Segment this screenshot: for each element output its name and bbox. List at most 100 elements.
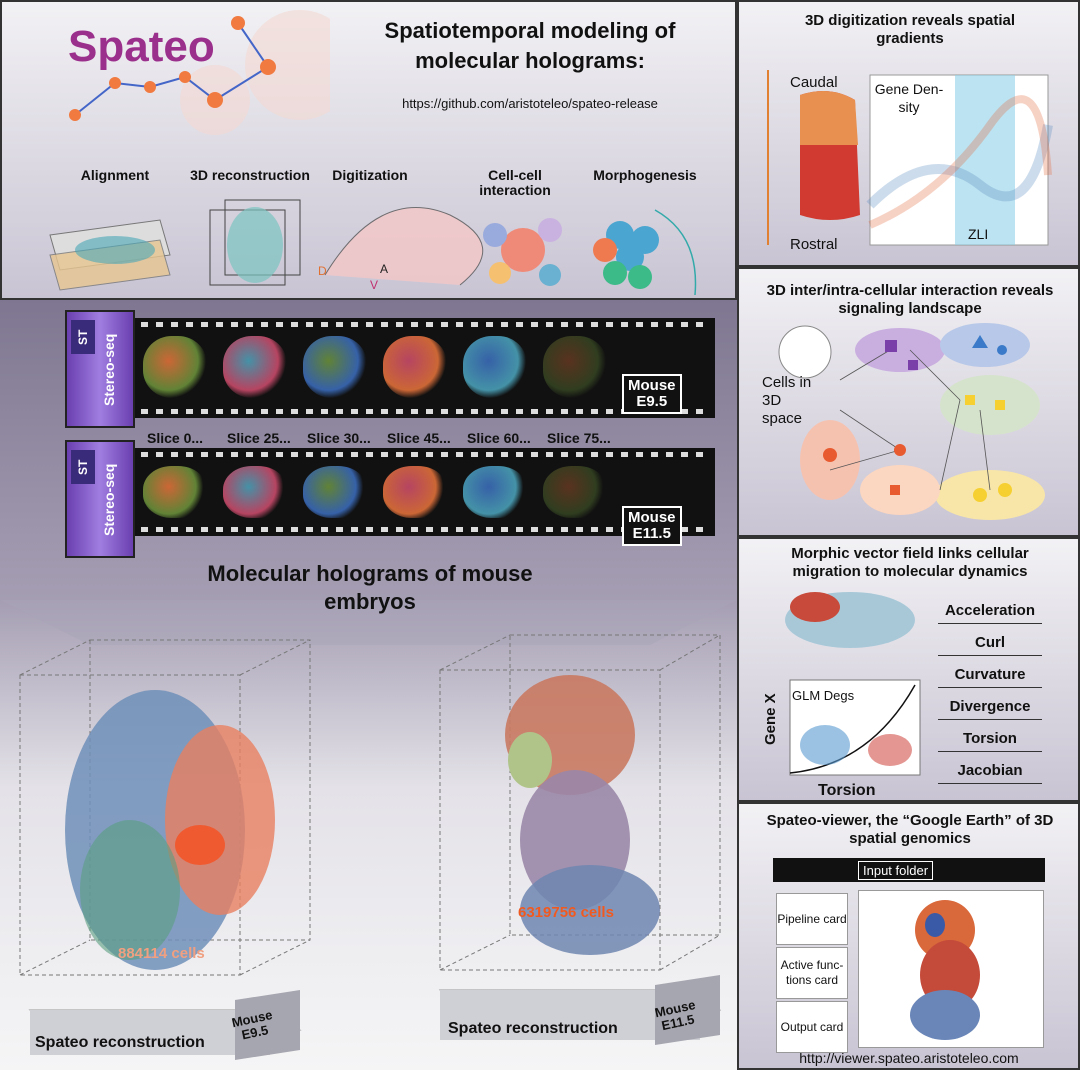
sprocket bbox=[381, 322, 388, 327]
sprocket bbox=[366, 409, 373, 414]
sprocket bbox=[156, 322, 163, 327]
sprocket bbox=[231, 409, 238, 414]
sprocket bbox=[291, 322, 298, 327]
sprocket bbox=[246, 452, 253, 457]
slice-image bbox=[383, 466, 447, 518]
sprocket bbox=[201, 452, 208, 457]
slice-image bbox=[463, 336, 527, 398]
sprocket bbox=[381, 527, 388, 532]
sprocket bbox=[156, 409, 163, 414]
sprocket bbox=[186, 452, 193, 457]
sprocket bbox=[531, 409, 538, 414]
sprocket bbox=[591, 322, 598, 327]
caudal-label: Caudal bbox=[790, 74, 838, 91]
sprocket bbox=[426, 409, 433, 414]
gradient-plots bbox=[767, 70, 1053, 246]
sprocket bbox=[381, 409, 388, 414]
sprocket bbox=[171, 322, 178, 327]
metric-label: Jacobian bbox=[938, 762, 1042, 784]
input-folder-button[interactable]: Input folder bbox=[858, 861, 934, 880]
sprocket bbox=[651, 322, 658, 327]
sprocket bbox=[141, 409, 148, 414]
sprocket bbox=[471, 452, 478, 457]
digitization-title: 3D digitization reveals spatial gradient… bbox=[804, 12, 1016, 47]
sprocket bbox=[246, 322, 253, 327]
stage-label: Mouse E9.5 bbox=[622, 374, 682, 414]
sprocket bbox=[681, 409, 688, 414]
sprocket bbox=[606, 527, 613, 532]
viewer-card[interactable]: Pipeline card bbox=[776, 893, 848, 945]
viewer-toolbar bbox=[773, 858, 1045, 882]
sprocket bbox=[561, 409, 568, 414]
sprocket bbox=[666, 452, 673, 457]
metric-label: Curvature bbox=[938, 666, 1042, 688]
sprocket bbox=[186, 322, 193, 327]
sprocket bbox=[306, 409, 313, 414]
sprocket bbox=[171, 452, 178, 457]
slice-image bbox=[463, 466, 527, 518]
slice-image bbox=[543, 336, 607, 398]
sprocket bbox=[426, 322, 433, 327]
sprocket bbox=[261, 409, 268, 414]
st-badge: ST bbox=[71, 450, 95, 484]
slice-image bbox=[223, 336, 287, 398]
viewer-card[interactable]: Active func-tions card bbox=[776, 947, 848, 999]
sprocket bbox=[501, 527, 508, 532]
sprocket bbox=[261, 527, 268, 532]
st-badge: ST bbox=[71, 320, 95, 354]
step-illustrations: D V A bbox=[49, 199, 697, 296]
sprocket bbox=[636, 322, 643, 327]
signaling-network bbox=[778, 323, 1045, 520]
vector-field-title: Morphic vector field links cellular migr… bbox=[791, 545, 1029, 580]
sprocket bbox=[366, 527, 373, 532]
sprocket bbox=[381, 452, 388, 457]
sprocket bbox=[516, 527, 523, 532]
sprocket bbox=[396, 322, 403, 327]
sprocket bbox=[336, 322, 343, 327]
gene-density-label: Gene Den-sity bbox=[874, 81, 944, 115]
main-title: Spatiotemporal modeling of molecular hol… bbox=[384, 18, 676, 73]
sprocket bbox=[576, 409, 583, 414]
viewer-card[interactable]: Output card bbox=[776, 1001, 848, 1053]
sprocket bbox=[546, 527, 553, 532]
stage-line: E11.5 bbox=[632, 525, 671, 542]
sprocket bbox=[471, 409, 478, 414]
sprocket bbox=[606, 409, 613, 414]
vector-field-plots bbox=[785, 592, 921, 776]
sprocket bbox=[246, 409, 253, 414]
step-label: Digitization bbox=[332, 167, 408, 183]
sprocket bbox=[471, 527, 478, 532]
film-canister: ST Stereo-seq bbox=[65, 440, 135, 558]
sprocket bbox=[621, 322, 628, 327]
sprocket bbox=[201, 527, 208, 532]
sprocket bbox=[426, 452, 433, 457]
sprocket bbox=[546, 409, 553, 414]
sprocket bbox=[426, 527, 433, 532]
sprocket bbox=[441, 409, 448, 414]
sprocket bbox=[591, 409, 598, 414]
sprocket bbox=[591, 527, 598, 532]
sprocket bbox=[216, 322, 223, 327]
sprocket bbox=[411, 527, 418, 532]
sprocket bbox=[246, 527, 253, 532]
sprocket bbox=[336, 527, 343, 532]
sprocket bbox=[531, 322, 538, 327]
slice-image bbox=[143, 336, 207, 398]
sprocket bbox=[141, 527, 148, 532]
interaction-title: 3D inter/intra-cellular interaction reve… bbox=[766, 282, 1054, 317]
sprocket bbox=[201, 409, 208, 414]
sprocket bbox=[456, 527, 463, 532]
viewer-embryo bbox=[910, 900, 980, 1040]
sprocket bbox=[696, 409, 703, 414]
stage-label: Mouse E11.5 bbox=[622, 506, 682, 546]
step-label: Alignment bbox=[80, 167, 150, 183]
slice-image bbox=[223, 466, 287, 518]
stage-line: Mouse bbox=[628, 377, 676, 394]
sprocket bbox=[171, 527, 178, 532]
sprocket bbox=[456, 409, 463, 414]
viewer-title: Spateo-viewer, the “Google Earth” of 3D … bbox=[766, 812, 1054, 847]
metric-label: Divergence bbox=[938, 698, 1042, 720]
reconstruction-caption: Spateo reconstruction bbox=[448, 1020, 618, 1037]
sprocket bbox=[396, 527, 403, 532]
sprocket bbox=[591, 452, 598, 457]
